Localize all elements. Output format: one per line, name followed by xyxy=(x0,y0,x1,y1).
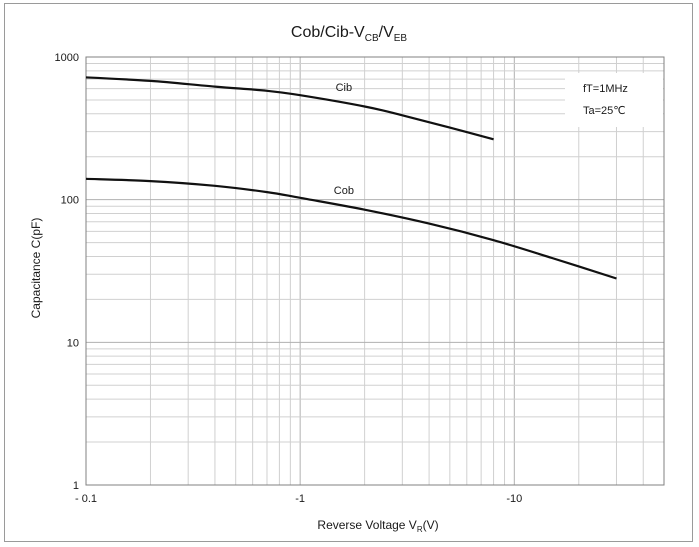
x-tick-label: - 0.1 xyxy=(75,493,97,505)
cib-curve xyxy=(85,76,494,141)
tick-labels: - 0.1 -1 -10 1000 100 10 1 xyxy=(55,52,523,505)
x-tick-label: -1 xyxy=(295,493,305,505)
cob-label: Cob xyxy=(334,185,354,197)
curves: Cib Cob xyxy=(85,76,617,280)
y-tick-label: 1000 xyxy=(55,52,79,64)
y-axis-label: Capacitance C(pF) xyxy=(29,218,43,319)
y-tick-label: 100 xyxy=(61,195,79,207)
legend-background xyxy=(565,73,663,127)
legend-frequency: fT=1MHz xyxy=(583,83,628,95)
y-tick-label: 1 xyxy=(73,480,79,492)
legend-temperature: Ta=25℃ xyxy=(583,105,626,117)
plot-border xyxy=(85,56,665,486)
chart-title: Cob/Cib-VCB/VEB xyxy=(291,24,408,44)
legend-box: fT=1MHz Ta=25℃ xyxy=(565,73,663,127)
cib-label: Cib xyxy=(336,82,353,94)
x-axis-label: Reverse Voltage VR(V) xyxy=(317,518,438,534)
y-tick-label: 10 xyxy=(67,337,79,349)
x-tick-label: -10 xyxy=(506,493,522,505)
cob-curve xyxy=(85,177,617,280)
